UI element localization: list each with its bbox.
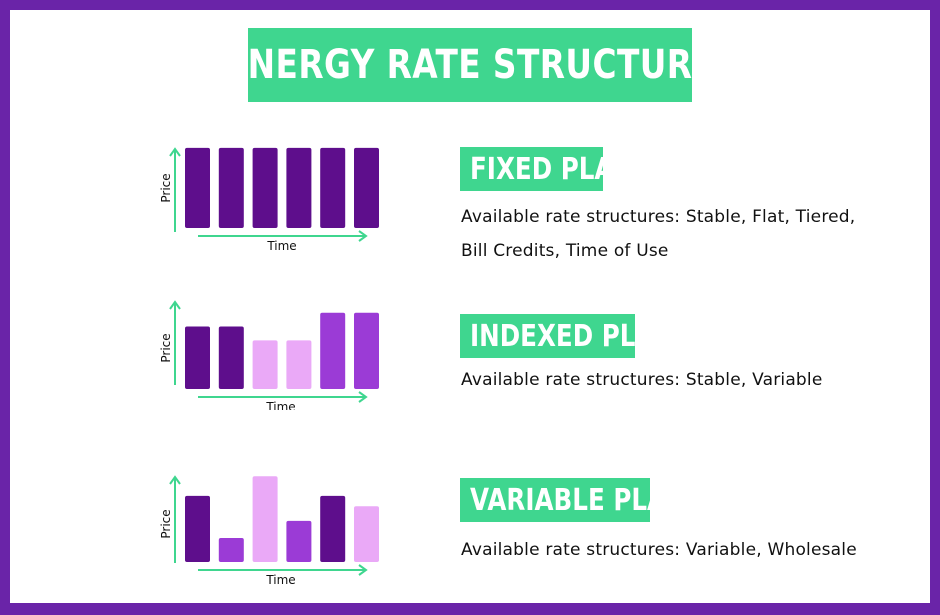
y-axis-label: Price: [159, 173, 173, 202]
fixed-plan-label: FIXED PLAN: [470, 151, 635, 187]
chart-bar: [252, 147, 278, 228]
chart-bar: [185, 495, 210, 562]
fixed-plan-label-box: FIXED PLAN: [460, 147, 634, 191]
fixed-plan-chart-svg: Time Price: [159, 147, 379, 253]
fixed-plan-description: Available rate structures: Stable, Flat,…: [461, 200, 861, 268]
chart-bar: [286, 340, 312, 389]
indexed-plan-chart: Time Price: [150, 285, 390, 410]
x-axis-label: Time: [265, 400, 295, 410]
indexed-plan-description: Available rate structures: Stable, Varia…: [461, 363, 861, 397]
chart-bar: [252, 476, 278, 562]
fixed-plan-chart: Time Price: [150, 140, 390, 260]
y-axis-arrowhead: [169, 475, 181, 485]
chart-bar: [320, 495, 346, 562]
x-axis-arrowhead: [358, 391, 368, 403]
chart-bar: [218, 537, 244, 562]
variable-plan-description: Available rate structures: Variable, Who…: [461, 533, 861, 567]
y-axis-arrowhead: [169, 147, 181, 157]
x-axis-arrowhead: [358, 564, 368, 576]
y-axis-label: Price: [159, 333, 173, 362]
variable-plan-description-line: Available rate structures: Variable, Who…: [461, 540, 857, 560]
fixed-plan-description-line: Bill Credits, Time of Use: [461, 241, 669, 261]
chart-bar: [218, 326, 244, 389]
chart-bar: [320, 147, 346, 228]
chart-bar: [185, 326, 210, 389]
x-axis-arrowhead: [358, 230, 368, 242]
indexed-plan-description-line: Available rate structures: Stable, Varia…: [461, 370, 823, 390]
y-axis-arrowhead: [169, 300, 181, 310]
x-axis-label: Time: [266, 239, 296, 253]
page-title: ENERGY RATE STRUCTURE: [224, 42, 716, 88]
indexed-plan-label-box: INDEXED PLAN: [460, 314, 675, 358]
chart-bar: [354, 147, 379, 228]
title-banner: ENERGY RATE STRUCTURE: [225, 28, 715, 102]
chart-bar: [185, 147, 210, 228]
chart-bar: [286, 520, 312, 562]
variable-plan-label: VARIABLE PLAN: [470, 482, 687, 518]
indexed-plan-label: INDEXED PLAN: [470, 318, 676, 354]
chart-bar: [286, 147, 312, 228]
variable-plan-chart: Time Price: [150, 448, 390, 587]
chart-bar: [354, 506, 379, 562]
chart-bar: [354, 312, 379, 389]
indexed-plan-chart-svg: Time Price: [159, 300, 379, 410]
chart-bar: [252, 340, 278, 389]
fixed-plan-description-line: Available rate structures: Stable, Flat,…: [461, 207, 856, 227]
x-axis-label: Time: [265, 573, 295, 587]
chart-bar: [218, 147, 244, 228]
variable-plan-chart-svg: Time Price: [159, 475, 379, 587]
variable-plan-label-box: VARIABLE PLAN: [460, 478, 687, 522]
chart-bar: [320, 312, 346, 389]
y-axis-label: Price: [159, 509, 173, 538]
